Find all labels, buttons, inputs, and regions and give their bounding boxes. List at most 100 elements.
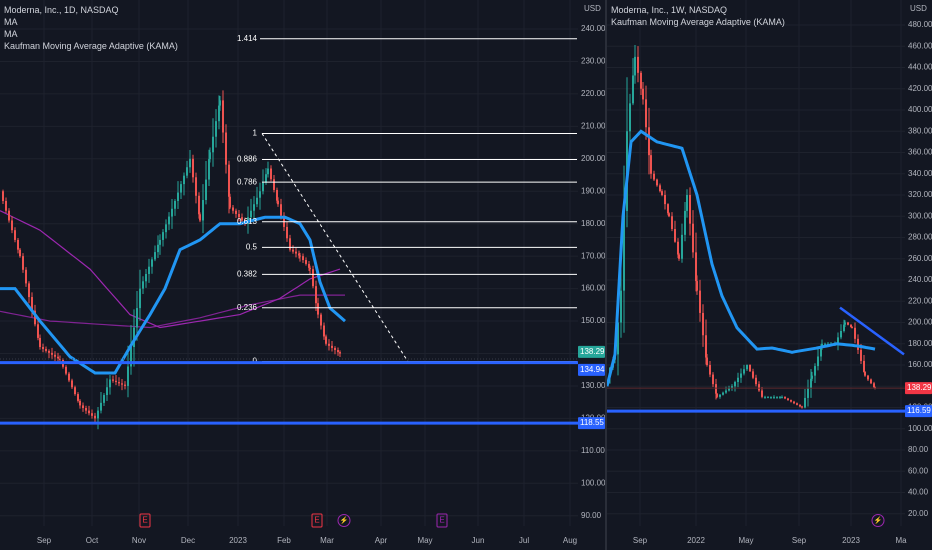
candle [77, 394, 79, 401]
candle [267, 168, 269, 175]
time-tick: Jul [519, 536, 529, 545]
candle [770, 396, 772, 398]
candle [259, 191, 261, 198]
time-tick: Sep [633, 536, 648, 545]
candle [728, 388, 730, 391]
candle [712, 374, 714, 385]
price-tick: 400.00 [908, 105, 932, 114]
kama-indicator[interactable]: Kaufman Moving Average Adaptive (KAMA) [4, 41, 178, 51]
candle [758, 384, 760, 391]
candle [737, 377, 739, 382]
candle [821, 343, 823, 347]
candle [648, 127, 650, 156]
price-tick: 180.00 [908, 339, 932, 348]
candle [308, 263, 310, 268]
candle [109, 379, 111, 388]
candle [94, 415, 96, 419]
candle [667, 204, 669, 214]
candle [34, 310, 36, 325]
candle [650, 155, 652, 174]
trendline[interactable] [839, 306, 905, 356]
price-tick: 460.00 [908, 41, 932, 50]
candle [241, 217, 243, 221]
candle [145, 273, 147, 282]
candle [121, 383, 123, 385]
panel-divider[interactable] [605, 0, 607, 550]
candle [5, 200, 7, 211]
candle [177, 192, 179, 201]
candle [270, 168, 272, 180]
support-price-label: 118.55 [580, 418, 604, 427]
fib-level-label: 0.382 [237, 269, 258, 278]
price-axis[interactable] [905, 0, 932, 550]
candle [238, 213, 240, 218]
ma-indicator-1[interactable]: MA [4, 17, 18, 27]
candle [139, 288, 141, 309]
candle [705, 335, 707, 358]
ma-indicator-2[interactable]: MA [4, 29, 18, 39]
candle [305, 260, 307, 264]
candle [740, 373, 742, 378]
price-tick: 110.00 [581, 446, 605, 455]
candle [864, 371, 866, 376]
candle [309, 267, 311, 270]
weekly-chart-panel[interactable]: USD 480.00 460.00 440.00 420.00 400.00 380.00 3… [607, 0, 932, 550]
candle [235, 210, 237, 214]
candle [801, 406, 803, 408]
time-tick: 2022 [687, 536, 705, 545]
candle [320, 314, 322, 326]
candle [784, 396, 786, 399]
candle [225, 132, 227, 165]
weekly-chart-canvas[interactable]: USD 480.00 460.00 440.00 420.00 400.00 380.00 3… [607, 0, 932, 550]
price-tick: 150.00 [581, 316, 605, 325]
earnings-icon[interactable] [311, 513, 323, 528]
candle [154, 252, 156, 260]
candle [702, 312, 704, 336]
candle [719, 394, 721, 397]
candle [85, 408, 87, 411]
dividend-icon-label: ⚡ [340, 515, 349, 524]
currency-label: USD [584, 4, 601, 13]
time-tick: May [738, 536, 753, 545]
symbol-title[interactable]: Moderna, Inc., 1D, NASDAQ [4, 5, 119, 15]
currency-label: USD [910, 4, 927, 13]
candle [692, 223, 694, 253]
price-tick: 210.00 [581, 121, 605, 130]
candle [709, 365, 711, 375]
candle [262, 182, 264, 192]
price-tick: 240.00 [908, 275, 932, 284]
candle [656, 179, 658, 186]
price-tick: 480.00 [908, 20, 932, 29]
candle [168, 216, 170, 225]
dividend-icon[interactable] [871, 514, 885, 527]
candle [189, 158, 191, 168]
candle [804, 397, 806, 408]
time-tick: 2023 [229, 536, 247, 545]
candle [295, 251, 297, 254]
candle [671, 216, 673, 229]
candle [250, 210, 252, 218]
price-axis[interactable] [578, 0, 605, 550]
candle [734, 382, 736, 387]
candle [100, 402, 102, 411]
time-tick: Feb [277, 536, 291, 545]
candle [298, 253, 300, 256]
fib-level-label: 0.236 [237, 303, 258, 312]
candle [142, 281, 144, 289]
candle [37, 324, 39, 338]
candle [2, 191, 4, 201]
daily-chart-canvas[interactable]: USD240.00230.00220.00210.00200.00190.001… [0, 0, 605, 550]
price-tick: 160.00 [581, 284, 605, 293]
level-price-label-bg [578, 363, 605, 376]
kama-indicator[interactable]: Kaufman Moving Average Adaptive (KAMA) [611, 17, 785, 27]
candle [198, 195, 200, 215]
daily-chart-panel[interactable]: USD 240.00 230.00 220.00 210.00 200.00 190.00 1… [0, 0, 605, 550]
earnings-icon[interactable] [139, 513, 151, 528]
time-tick: Mar [320, 536, 334, 545]
symbol-title[interactable]: Moderna, Inc., 1W, NASDAQ [611, 5, 728, 15]
candle [715, 384, 717, 394]
dividend-icon[interactable] [337, 514, 351, 527]
candle [857, 338, 859, 350]
candle [11, 220, 13, 231]
earnings-icon[interactable] [436, 513, 448, 528]
